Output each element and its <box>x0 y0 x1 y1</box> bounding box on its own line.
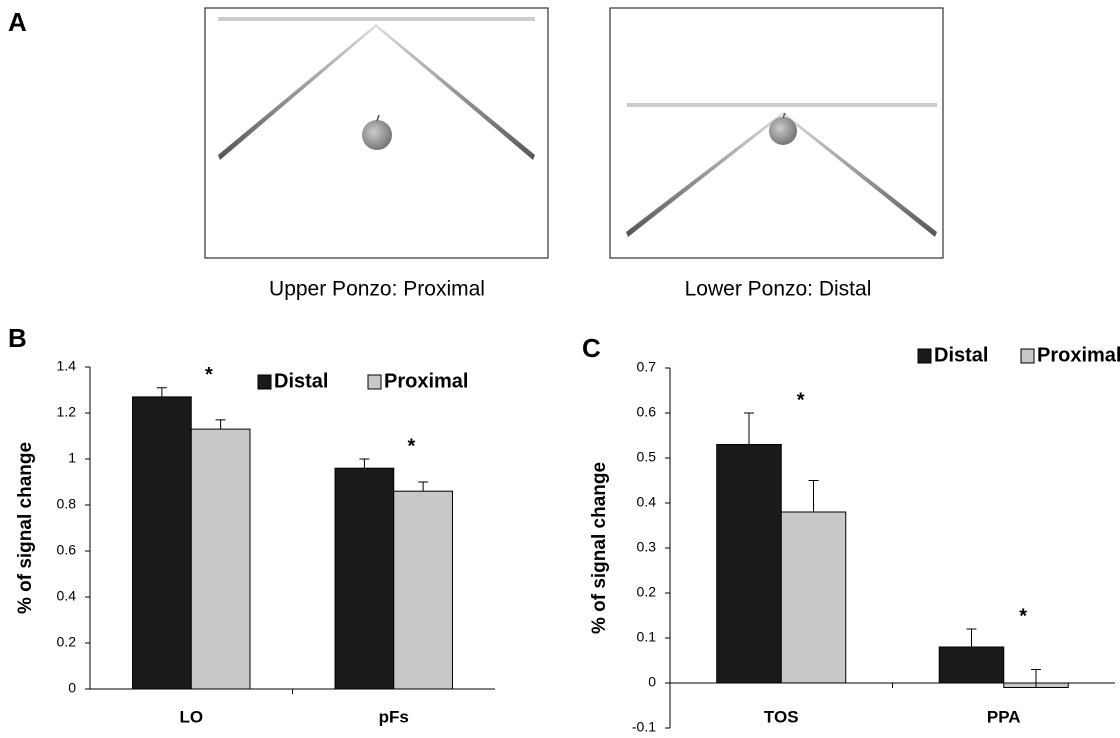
y-tick-label: 1.4 <box>57 358 77 374</box>
y-tick-label: 0.1 <box>637 629 657 645</box>
error-bar <box>156 387 167 397</box>
y-tick-label: 0 <box>648 674 656 690</box>
y-tick-label: 0.6 <box>57 542 77 558</box>
error-bar <box>966 628 977 647</box>
annotation: * <box>407 435 415 457</box>
caption: Lower Ponzo: Distal <box>685 278 872 301</box>
panel-label: A <box>8 7 27 37</box>
y-axis-label: % of signal change <box>15 442 36 614</box>
legend-swatch <box>367 374 382 390</box>
caption: Upper Ponzo: Proximal <box>269 278 485 301</box>
legend-label: Distal <box>934 344 988 366</box>
x-tick-label: TOS <box>764 707 799 726</box>
error-bar <box>743 412 754 445</box>
legend-label: Distal <box>274 370 328 392</box>
annotation: * <box>205 364 213 386</box>
legend-swatch <box>257 374 272 390</box>
bar <box>190 428 251 690</box>
y-tick-label: 0.7 <box>637 359 657 375</box>
y-tick-label: 0.3 <box>637 539 657 555</box>
error-bar <box>1031 669 1042 688</box>
error-bar <box>808 480 819 512</box>
legend-label: Proximal <box>384 370 468 392</box>
y-tick-label: 0.8 <box>57 496 77 512</box>
y-axis-label: % of signal change <box>589 462 610 634</box>
error-bar <box>359 458 370 469</box>
bar <box>393 490 453 690</box>
y-tick-label: 0.2 <box>637 584 657 600</box>
stimulus-image <box>204 7 549 259</box>
y-tick-label: -0.1 <box>632 719 656 733</box>
x-tick-label: LO <box>179 707 203 726</box>
error-bar <box>418 481 429 492</box>
y-tick-label: 1.2 <box>57 404 77 420</box>
legend-swatch <box>1020 348 1035 364</box>
annotation: * <box>797 389 805 411</box>
x-tick-label: pFs <box>379 707 409 726</box>
panel-label: B <box>8 323 27 353</box>
y-tick-label: 0 <box>68 680 76 696</box>
legend-swatch <box>917 348 932 364</box>
y-tick-label: 0.6 <box>637 404 657 420</box>
stimulus-image <box>609 7 944 259</box>
panel-label: C <box>582 333 601 363</box>
y-tick-label: 0.5 <box>637 449 657 465</box>
y-tick-label: 0.2 <box>57 634 77 650</box>
error-bar <box>215 419 226 430</box>
bar <box>780 511 847 684</box>
y-tick-label: 0.4 <box>637 494 657 510</box>
y-tick-label: 0.4 <box>57 588 77 604</box>
annotation: * <box>1019 605 1027 627</box>
y-tick-label: 1 <box>68 450 76 466</box>
x-tick-label: PPA <box>987 707 1021 726</box>
bar <box>938 646 1005 684</box>
bar <box>132 396 192 690</box>
bar <box>716 444 782 684</box>
bar <box>334 467 395 690</box>
legend-label: Proximal <box>1037 344 1120 366</box>
